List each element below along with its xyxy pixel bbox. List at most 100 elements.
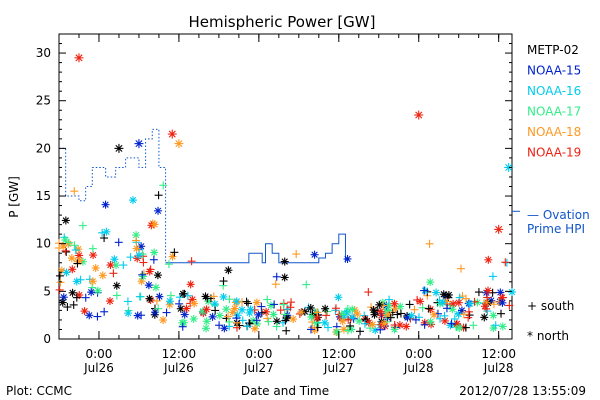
star-marker — [208, 312, 217, 321]
plus-marker — [159, 181, 168, 190]
plus-marker — [488, 272, 497, 281]
plus-marker — [440, 311, 449, 320]
plus-marker — [139, 258, 148, 267]
star-marker — [334, 293, 343, 302]
plus-marker — [386, 313, 395, 322]
plus-marker — [344, 315, 353, 324]
plus-marker — [62, 247, 71, 256]
plus-marker — [491, 321, 500, 330]
star-marker — [297, 308, 306, 317]
plus-marker — [360, 319, 369, 328]
plus-marker — [385, 295, 394, 304]
star-marker — [102, 227, 111, 236]
star-marker — [215, 311, 224, 320]
plus-marker — [469, 321, 478, 330]
plus-marker — [72, 293, 81, 302]
plus-marker — [263, 295, 272, 304]
star-marker — [133, 311, 142, 320]
star-marker — [432, 288, 441, 297]
plus-marker — [280, 310, 289, 319]
star-marker — [498, 322, 507, 331]
star-marker — [368, 320, 377, 329]
plus-marker — [149, 255, 158, 264]
star-marker — [321, 304, 330, 313]
legend-item: NOAA-17 — [527, 105, 581, 119]
star-marker — [219, 292, 228, 301]
star-marker — [106, 261, 115, 270]
star-marker — [439, 290, 448, 299]
plus-marker — [322, 311, 331, 320]
star-marker — [134, 251, 143, 260]
plus-marker — [396, 309, 405, 318]
plus-marker — [393, 310, 402, 319]
star-marker — [232, 297, 241, 306]
star-marker — [87, 288, 96, 297]
plus-marker — [338, 310, 347, 319]
plus-marker — [306, 325, 315, 334]
plus-marker — [135, 292, 144, 301]
star-marker — [446, 321, 455, 330]
plus-marker — [119, 261, 128, 270]
ovation-label-line1: — Ovation — [527, 208, 590, 222]
plus-marker — [456, 264, 465, 273]
footer-plot-source: Plot: CCMC — [6, 384, 72, 398]
plus-marker — [390, 321, 399, 330]
plus-marker — [100, 307, 109, 316]
plus-marker — [435, 296, 444, 305]
star-marker — [202, 324, 211, 333]
star-marker — [167, 129, 177, 139]
plus-marker — [464, 313, 473, 322]
star-marker — [280, 273, 289, 282]
plus-marker — [461, 323, 470, 332]
plus-marker — [76, 275, 85, 284]
star-marker — [168, 252, 177, 261]
star-marker — [380, 319, 389, 328]
star-marker — [201, 292, 210, 301]
plus-marker — [424, 304, 433, 313]
star-marker — [58, 298, 67, 307]
plus-marker — [420, 320, 429, 329]
plus-marker — [244, 299, 253, 308]
plus-marker — [209, 292, 218, 301]
plus-marker — [88, 283, 97, 292]
star-marker — [407, 311, 416, 320]
plus-marker — [238, 316, 247, 325]
star-marker — [132, 244, 141, 253]
plus-marker — [187, 257, 196, 266]
legend-item: NOAA-18 — [527, 125, 581, 139]
star-marker — [189, 314, 198, 323]
star-marker — [473, 298, 482, 307]
star-marker — [426, 305, 435, 314]
star-marker — [179, 318, 188, 327]
star-marker — [67, 254, 76, 263]
star-marker — [480, 302, 489, 311]
plus-marker — [219, 277, 228, 286]
plus-marker — [232, 314, 241, 323]
star-marker — [498, 298, 507, 307]
plus-marker — [69, 300, 78, 309]
star-marker — [180, 310, 189, 319]
star-marker — [246, 305, 255, 314]
star-marker — [402, 322, 411, 331]
x-tick-date: Jul28 — [403, 361, 434, 375]
star-marker — [310, 250, 319, 259]
plus-marker — [152, 296, 161, 305]
star-marker — [507, 288, 516, 297]
star-marker — [222, 305, 231, 314]
star-marker — [484, 286, 493, 295]
plus-marker — [166, 291, 175, 300]
plus-marker — [364, 288, 373, 297]
x-tick-date: Jul27 — [323, 361, 354, 375]
y-tick-label: 5 — [43, 284, 51, 298]
star-marker — [88, 277, 97, 286]
star-marker — [154, 206, 163, 215]
x-tick-time: 0:00 — [405, 347, 432, 361]
star-marker — [254, 310, 263, 319]
plus-marker — [114, 238, 123, 247]
plus-marker — [410, 305, 419, 314]
star-marker — [85, 311, 94, 320]
star-marker — [61, 216, 70, 225]
y-tick-label: 10 — [36, 237, 51, 251]
plus-marker — [459, 310, 468, 319]
plus-marker — [447, 319, 456, 328]
